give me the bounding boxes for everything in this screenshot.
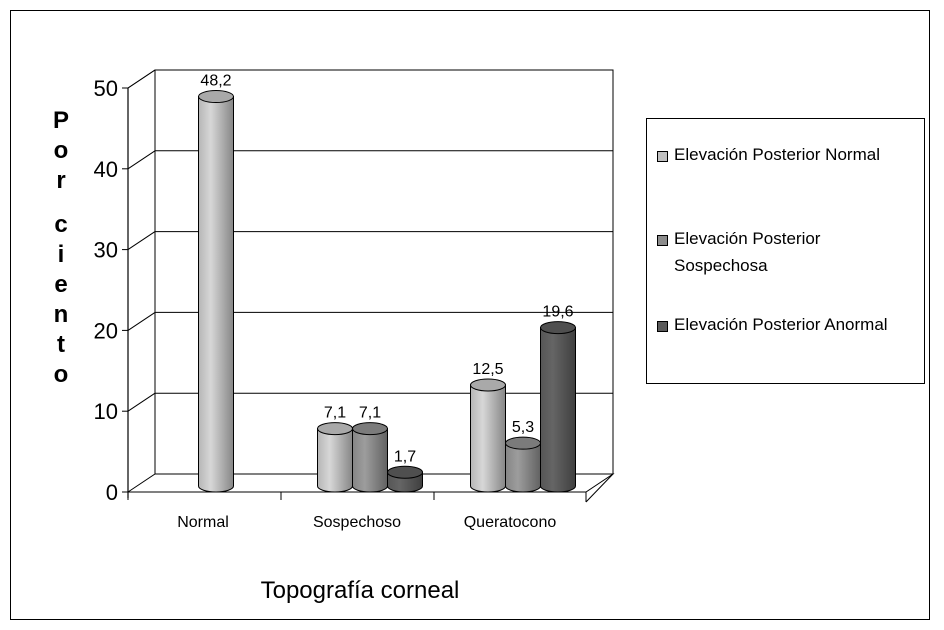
y-tick-label: 0 — [106, 480, 118, 505]
bar — [387, 465, 423, 493]
legend-label-line: Elevación Posterior Normal — [674, 145, 880, 164]
legend-item: Elevación Posterior Normal — [657, 141, 880, 168]
gridline-side — [127, 311, 156, 331]
y-tick-label: 40 — [94, 157, 118, 182]
bar — [198, 90, 234, 493]
bar-top — [540, 321, 576, 335]
y-tick-label: 50 — [94, 76, 118, 101]
bar-body — [540, 327, 576, 493]
gridline-side — [127, 150, 156, 170]
bar-body — [470, 384, 506, 493]
gridline-side — [127, 392, 156, 412]
chart-frame — [10, 10, 930, 620]
data-label: 12,5 — [472, 361, 503, 378]
y-axis-title-char: P — [52, 107, 69, 134]
data-label: 48,2 — [200, 73, 231, 90]
bar — [317, 422, 353, 493]
legend-item: Elevación Posterior Anormal — [657, 311, 888, 338]
legend-label: Elevación Posterior Sospechosa — [674, 225, 820, 279]
bar-top — [387, 465, 423, 479]
bar — [540, 321, 576, 493]
data-label: 5,3 — [512, 419, 534, 436]
data-label: 7,1 — [359, 405, 381, 422]
y-axis-title-char: o — [53, 361, 69, 388]
bar-body — [198, 96, 234, 493]
gridline-side — [127, 231, 156, 251]
bar-top — [198, 90, 234, 104]
data-label: 7,1 — [324, 405, 346, 422]
wall-top-edge — [127, 69, 156, 89]
x-tick-label: Sospechoso — [313, 514, 401, 531]
y-axis-title-char: e — [54, 271, 68, 298]
bar — [470, 378, 506, 493]
data-label: 19,6 — [542, 304, 573, 321]
legend-label: Elevación Posterior Normal — [674, 141, 880, 168]
legend: Elevación Posterior Normal Elevación Post… — [646, 118, 925, 384]
y-axis-title-char — [50, 196, 72, 210]
y-axis-title-char: i — [57, 241, 65, 268]
y-tick-label: 30 — [94, 238, 118, 263]
y-axis-title-char: o — [53, 137, 69, 164]
x-tick-label: Queratocono — [464, 514, 557, 531]
legend-label: Elevación Posterior Anormal — [674, 311, 888, 338]
bar-top — [505, 436, 541, 450]
y-tick-label: 10 — [94, 399, 118, 424]
y-axis-title-char: c — [54, 211, 68, 238]
bar-top — [317, 422, 353, 436]
x-axis-title: Topografía corneal — [260, 577, 460, 604]
legend-swatch — [657, 235, 668, 246]
legend-label-line: Elevación Posterior Anormal — [674, 315, 888, 334]
x-tick-label: Normal — [177, 514, 229, 531]
bar — [352, 422, 388, 493]
legend-item: Elevación Posterior Sospechosa — [657, 225, 820, 279]
legend-swatch — [657, 151, 668, 162]
legend-label-line: Elevación Posterior — [674, 229, 821, 248]
bar-top — [352, 422, 388, 436]
bar-body — [317, 428, 353, 493]
bar-body — [505, 442, 541, 493]
y-axis-title-char: n — [53, 301, 69, 328]
bar — [505, 436, 541, 493]
legend-swatch — [657, 321, 668, 332]
y-axis-title-char: t — [57, 331, 65, 358]
legend-label-line: Sospechosa — [674, 256, 768, 275]
bar-body — [352, 428, 388, 493]
data-label: 1,7 — [394, 448, 416, 465]
y-axis-title-char: r — [56, 167, 66, 194]
floor-edge — [585, 473, 614, 503]
bar-top — [470, 378, 506, 392]
y-tick-label: 20 — [94, 318, 118, 343]
